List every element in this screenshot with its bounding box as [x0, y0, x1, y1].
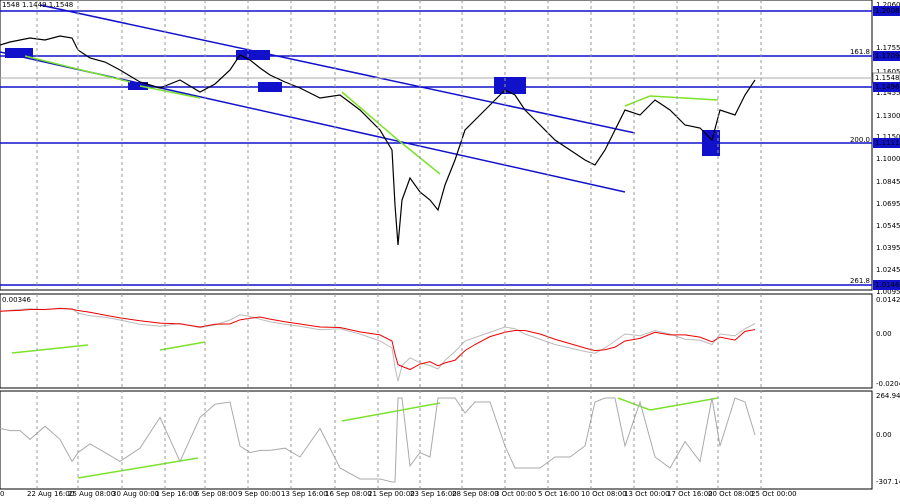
- level-label: 1.1111: [875, 139, 900, 147]
- time-label: 20 Oct 08:00: [708, 490, 754, 498]
- time-label: 6 Sep 08:00: [195, 490, 237, 498]
- price-label: 1.1455: [876, 89, 900, 97]
- macd-axis-label: 0.00: [876, 330, 892, 338]
- cci-axis-label: 0.00: [876, 431, 892, 439]
- level-box: [873, 280, 900, 290]
- price-label: 1.0545: [876, 222, 900, 230]
- level-box: [873, 51, 900, 61]
- fib-label: 261.8: [850, 277, 870, 285]
- time-label: 22 Aug 16:00: [27, 490, 74, 498]
- zones: [5, 48, 720, 156]
- price-label: 1.1150: [876, 133, 900, 141]
- time-label: 23 Sep 16:00: [410, 490, 457, 498]
- time-label: 13 Sep 16:00: [281, 490, 328, 498]
- fib-label: 200.0: [850, 136, 870, 144]
- fib-label: 161.8: [850, 48, 870, 56]
- time-label: 3 Oct 00:00: [495, 490, 536, 498]
- macd-histogram: [0, 307, 756, 382]
- macd-signal: [0, 307, 756, 371]
- main-pane: [0, 0, 873, 291]
- price-label: 1.0695: [876, 200, 900, 208]
- level-label: 1.1496: [875, 83, 900, 91]
- price-label: 1.2060: [876, 1, 900, 9]
- divergences: [11, 55, 719, 479]
- price-label: 1.0245: [876, 266, 900, 274]
- time-label: 25 Aug 08:00: [68, 490, 115, 498]
- cci-pane: [0, 390, 873, 490]
- time-label: 17 Oct 16:00: [667, 490, 713, 498]
- time-label: 30 Aug 00:00: [112, 490, 159, 498]
- macd-axis-label: -0.02049: [876, 380, 900, 388]
- price-label: 1.1000: [876, 155, 900, 163]
- level-label: 1.1548: [875, 74, 900, 82]
- level-box: [873, 138, 900, 148]
- macd-label: 0.00346: [2, 296, 31, 304]
- macd-axis-label: 0.01427: [876, 296, 900, 304]
- price-label: 1.1755: [876, 44, 900, 52]
- time-label: 28 Sep 08:00: [452, 490, 499, 498]
- time-label: 1 Sep 16:00: [155, 490, 197, 498]
- macd-pane: [0, 293, 873, 389]
- price-label: 1.0095: [876, 288, 900, 296]
- price-series: [0, 35, 756, 246]
- time-label: 5 Oct 16:00: [538, 490, 579, 498]
- price-label: 1.1300: [876, 112, 900, 120]
- price-label: 1.1605: [876, 68, 900, 76]
- level-box: [873, 82, 900, 92]
- level-label: 1.2008: [875, 7, 900, 15]
- cci-axis-label: 264.9492: [876, 392, 900, 400]
- level-label: 1.1709: [875, 52, 900, 60]
- price-label: 1.0395: [876, 244, 900, 252]
- ohlc: 1548 1.1449 1.1548: [2, 1, 73, 9]
- time-label: 0: [0, 490, 4, 498]
- level-box: [873, 6, 900, 16]
- time-label: 10 Oct 08:00: [581, 490, 627, 498]
- time-label: 21 Sep 00:00: [368, 490, 415, 498]
- time-label: 16 Sep 08:00: [325, 490, 372, 498]
- time-label: 9 Sep 00:00: [238, 490, 280, 498]
- price-label: 1.0845: [876, 178, 900, 186]
- cci-line: [0, 397, 756, 483]
- level-label: 1.0146: [875, 281, 900, 289]
- time-label: 25 Oct 00:00: [751, 490, 797, 498]
- time-label: 13 Oct 00:00: [624, 490, 670, 498]
